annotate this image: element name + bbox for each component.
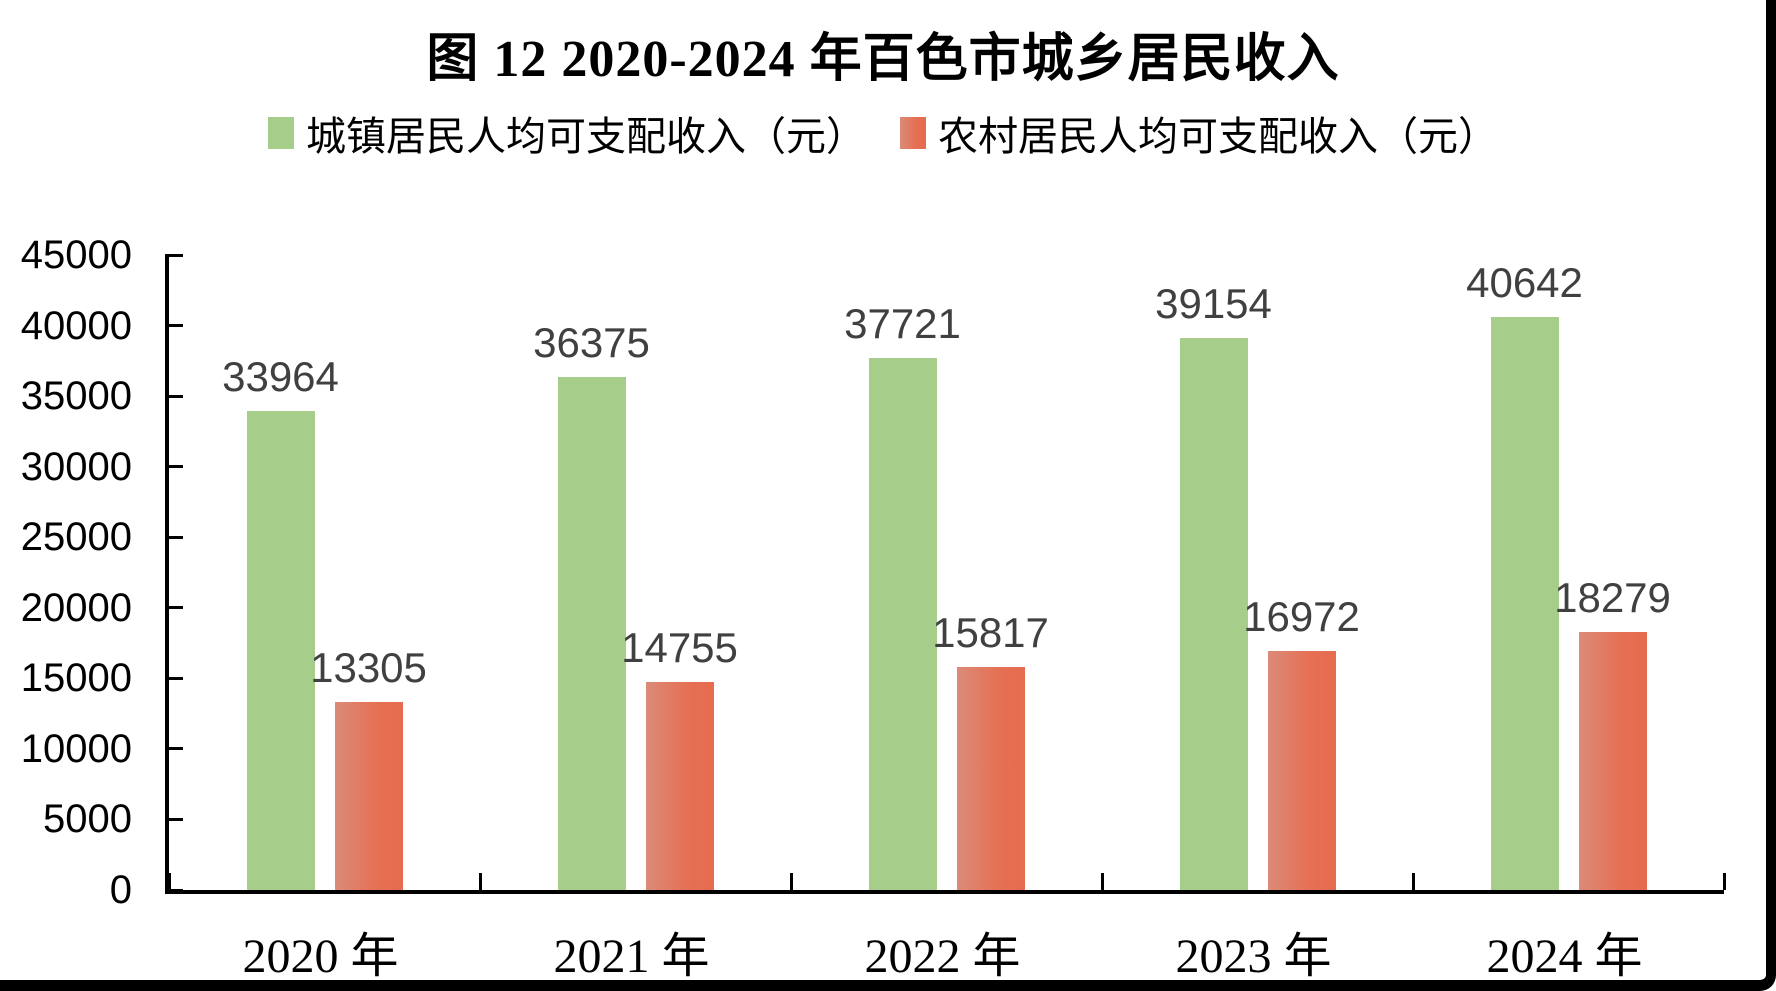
- bar-value-label: 15817: [932, 608, 1049, 656]
- y-axis-label: 20000: [20, 585, 132, 630]
- y-axis-label: 25000: [20, 515, 132, 560]
- legend-label-urban: 城镇居民人均可支配收入（元）: [306, 114, 866, 159]
- bar-rural-1: [334, 702, 403, 890]
- bar-urban-2: [557, 376, 626, 890]
- bar-value-label: 13305: [310, 644, 427, 692]
- y-axis-tick: [165, 747, 183, 751]
- bar-rural-2: [645, 681, 714, 890]
- y-axis-tick: [165, 535, 183, 539]
- bar-value-label: 36375: [533, 318, 650, 366]
- bar-value-label: 16972: [1243, 592, 1360, 640]
- x-axis-label: 2020 年: [242, 930, 399, 983]
- bar-value-label: 14755: [621, 623, 738, 671]
- x-axis-tick: [478, 873, 482, 890]
- legend: 城镇居民人均可支配收入（元） 农村居民人均可支配收入（元）: [0, 104, 1766, 162]
- x-axis-tick: [1722, 873, 1726, 890]
- chart-title: 图 12 2020-2024 年百色市城乡居民收入: [426, 31, 1340, 88]
- bar-urban-3: [868, 357, 937, 890]
- legend-swatch-rural-icon: [900, 117, 926, 149]
- y-axis-label: 45000: [20, 233, 132, 277]
- bar-rural-4: [1267, 650, 1336, 890]
- y-axis-label: 15000: [20, 656, 132, 701]
- bar-value-label: 18279: [1554, 574, 1671, 622]
- x-axis-label: 2022 年: [864, 930, 1021, 983]
- y-axis-tick: [165, 253, 183, 257]
- bar-value-label: 33964: [222, 352, 339, 400]
- x-axis-tick: [1100, 873, 1104, 890]
- bar-value-label: 40642: [1466, 258, 1583, 306]
- y-axis-label: 10000: [20, 726, 132, 771]
- bar-urban-1: [246, 410, 315, 890]
- x-axis-label: 2021 年: [553, 930, 710, 983]
- x-axis-label: 2024 年: [1486, 930, 1643, 983]
- legend-item-urban: 城镇居民人均可支配收入（元）: [268, 104, 866, 162]
- y-axis-label: 30000: [20, 444, 132, 489]
- legend-swatch-urban-icon: [268, 117, 294, 149]
- y-axis-tick: [165, 606, 183, 610]
- bar-rural-3: [956, 666, 1025, 890]
- plot-area: 33964 36375 37721 39154 40642 13305 14755 15817…: [165, 255, 1726, 894]
- y-axis-tick: [165, 676, 183, 680]
- legend-label-rural: 农村居民人均可支配收入（元）: [938, 114, 1498, 159]
- y-axis-tick: [165, 888, 183, 892]
- x-axis-tick: [1411, 873, 1415, 890]
- y-axis-label: 0: [109, 868, 132, 912]
- y-axis-tick: [165, 817, 183, 821]
- y-axis-label: 40000: [20, 303, 132, 348]
- legend-item-rural: 农村居民人均可支配收入（元）: [900, 104, 1498, 162]
- y-axis-tick: [165, 324, 183, 328]
- bar-urban-5: [1490, 316, 1559, 890]
- x-axis-label: 2023 年: [1175, 930, 1332, 983]
- y-axis-label: 5000: [43, 797, 132, 842]
- x-axis-tick: [789, 873, 793, 890]
- bar-rural-5: [1578, 632, 1647, 890]
- bar-value-label: 39154: [1155, 279, 1272, 327]
- bar-urban-4: [1179, 337, 1248, 890]
- y-axis-label: 35000: [20, 374, 132, 419]
- y-axis-tick: [165, 394, 183, 398]
- bar-value-label: 37721: [844, 299, 961, 347]
- y-axis-tick: [165, 465, 183, 469]
- x-axis-tick: [167, 873, 171, 890]
